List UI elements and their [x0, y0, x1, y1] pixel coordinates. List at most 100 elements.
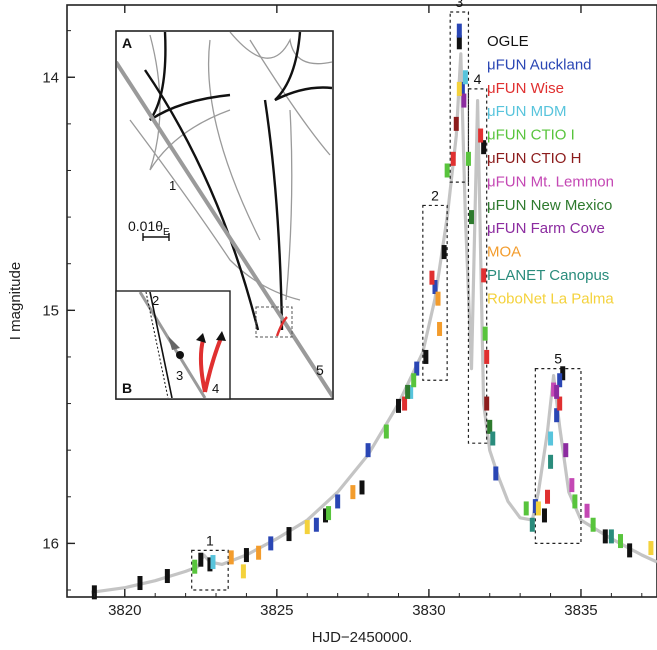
data-point: [563, 443, 569, 458]
inset-diagram: A 0.01θE 1 5 B 2 3 4: [115, 30, 334, 400]
zoom-box-label-5: 5: [554, 351, 562, 367]
data-point: [627, 543, 633, 558]
data-point: [91, 585, 97, 600]
data-point: [487, 419, 493, 434]
caustic-right-lower: [285, 109, 293, 301]
inset-scale-label: 0.01θE: [128, 218, 170, 238]
caustic-cusp-left: [149, 32, 231, 121]
zoom-box-label-3: 3: [455, 0, 463, 10]
data-point: [468, 210, 474, 225]
data-point: [408, 384, 414, 399]
zoom-box-label-2: 2: [431, 187, 439, 203]
caustic-cusp-right: [274, 32, 332, 102]
caustic-right-fold: [249, 39, 331, 156]
inset-scale-label-main: 0.01θ: [128, 218, 163, 234]
legend-entry: μFUN Farm Cove: [487, 220, 605, 237]
caustic-right-top: [229, 32, 332, 65]
data-point: [256, 545, 262, 560]
panel-b-arrow-right: [216, 331, 226, 341]
data-point: [437, 321, 443, 336]
data-point: [207, 557, 213, 572]
x-tick-label: 3820: [108, 602, 141, 619]
y-axis-ticks: 14 15 16: [42, 30, 75, 591]
data-point: [465, 151, 471, 166]
zoom-box-1: [191, 549, 229, 591]
data-point: [286, 527, 292, 542]
data-point: [484, 396, 490, 411]
data-point: [560, 366, 566, 381]
data-point: [545, 489, 551, 504]
inset-scale-label-subscript: E: [163, 227, 170, 238]
data-point: [608, 529, 614, 544]
data-point: [557, 396, 563, 411]
data-point: [484, 349, 490, 364]
data-point: [326, 506, 332, 521]
data-point: [164, 569, 170, 584]
y-tick-label: 14: [42, 69, 59, 86]
zoom-box-5: [534, 367, 582, 544]
panel-b-motion-arrow: [168, 336, 180, 350]
data-point: [435, 291, 441, 306]
data-point: [648, 541, 654, 556]
x-axis-label: HJD−2450000.: [312, 629, 413, 646]
data-point: [456, 23, 462, 38]
data-point: [462, 70, 468, 85]
data-point: [618, 534, 624, 549]
data-point: [456, 35, 462, 50]
data-point: [313, 517, 319, 532]
y-tick-label: 15: [42, 302, 59, 319]
inset-panel-a-label: A: [122, 35, 132, 51]
y-tick-label: 16: [42, 535, 59, 552]
data-point: [557, 373, 563, 388]
zoom-box-3: [449, 11, 470, 183]
legend-entry: μFUN Auckland: [487, 56, 592, 73]
inset-point-label-2: 2: [152, 293, 159, 308]
y-axis-label: I magnitude: [7, 262, 24, 340]
legend-entry: μFUN MDM: [487, 103, 566, 120]
data-point: [493, 466, 499, 481]
data-point: [429, 270, 435, 285]
data-point: [569, 478, 575, 493]
panel-b-arrow-left: [196, 333, 206, 343]
data-point: [478, 128, 484, 143]
panel-b-caustic: [149, 292, 173, 398]
inset-red-track: [275, 316, 288, 337]
data-point: [548, 431, 554, 446]
data-point: [572, 494, 578, 509]
data-point: [602, 529, 608, 544]
data-point: [535, 501, 541, 516]
caustic-fold-left: [144, 69, 260, 331]
data-point: [453, 116, 459, 131]
zoom-box-label-4: 4: [474, 71, 482, 87]
data-point: [461, 93, 467, 108]
data-point: [481, 268, 487, 283]
data-point: [210, 555, 216, 570]
data-point: [405, 384, 411, 399]
data-point: [383, 424, 389, 439]
inset-panel-b-label: B: [122, 380, 132, 396]
caustic-fold-right: [263, 99, 284, 331]
caustic-left-lower: [129, 119, 301, 301]
inset-point-label-4: 4: [212, 381, 219, 396]
data-point: [268, 536, 274, 551]
data-point: [411, 373, 417, 388]
data-point: [240, 564, 246, 579]
data-point: [304, 520, 310, 535]
x-tick-label: 3830: [412, 602, 445, 619]
data-point: [441, 245, 447, 260]
zoom-box-2: [422, 204, 448, 381]
data-point: [541, 508, 547, 523]
inset-point-label-3: 3: [176, 368, 183, 383]
x-tick-label: 3825: [260, 602, 293, 619]
legend-entry: PLANET Canopus: [487, 267, 609, 284]
data-point: [532, 499, 538, 514]
data-point: [359, 480, 365, 495]
data-point: [414, 361, 420, 376]
data-point: [551, 382, 557, 397]
data-point: [490, 431, 496, 446]
inset-zoom-box: [255, 306, 293, 338]
data-point: [590, 517, 596, 532]
data-point: [350, 485, 356, 500]
x-tick-label: 3835: [564, 602, 597, 619]
